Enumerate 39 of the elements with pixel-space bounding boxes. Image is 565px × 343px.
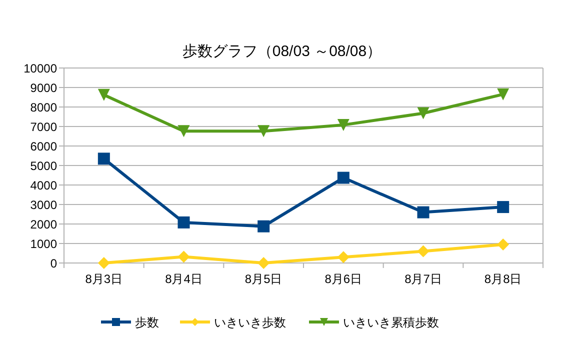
x-tick-label: 8月4日 — [165, 272, 202, 286]
legend-label: いきいき累積歩数 — [343, 316, 439, 330]
point — [337, 172, 350, 184]
point — [497, 201, 510, 214]
point — [178, 216, 190, 228]
y-tick-label: 7000 — [30, 120, 58, 134]
y-tick-label: 0 — [50, 256, 58, 270]
x-tick-label: 8月7日 — [404, 272, 442, 286]
y-tick-label: 1000 — [30, 237, 58, 251]
point — [258, 220, 270, 232]
point — [417, 107, 430, 120]
y-tick-label: 6000 — [30, 140, 58, 154]
point — [258, 257, 270, 269]
x-tick-label: 8月6日 — [324, 272, 362, 286]
point — [417, 206, 430, 218]
x-tick-label: 8月3日 — [85, 272, 123, 286]
y-tick-label: 4000 — [30, 178, 58, 192]
point — [178, 250, 190, 263]
y-tick-label: 3000 — [30, 198, 58, 212]
y-tick-label: 8000 — [30, 100, 58, 114]
point — [337, 251, 350, 264]
point — [98, 257, 110, 269]
chart-title: 歩数グラフ（08/03 ～08/08） — [182, 43, 382, 60]
point — [98, 152, 110, 165]
legend-label: いきいき歩数 — [214, 316, 286, 330]
y-tick-label: 9000 — [30, 81, 58, 95]
point — [417, 245, 430, 258]
y-tick-label: 5000 — [30, 159, 58, 173]
point — [258, 125, 270, 138]
y-tick-label: 2000 — [30, 218, 58, 232]
point — [178, 125, 190, 138]
x-tick-label: 8月8日 — [484, 272, 522, 286]
point — [497, 238, 510, 250]
y-tick-label: 10000 — [24, 62, 58, 76]
x-tick-label: 8月5日 — [244, 272, 282, 286]
legend-label: 歩数 — [135, 316, 159, 330]
point — [497, 88, 510, 100]
point — [98, 88, 110, 101]
point — [337, 118, 350, 131]
